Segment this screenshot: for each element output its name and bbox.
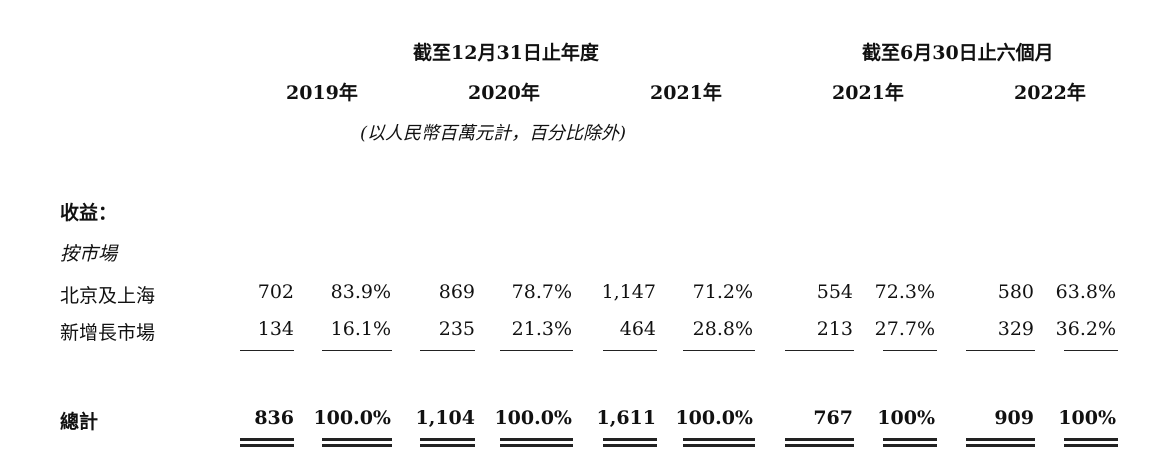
underline — [883, 350, 937, 351]
total-percent: 100.0% — [675, 407, 753, 429]
cell-percent: 28.8% — [692, 318, 753, 340]
cell-percent: 83.9% — [330, 281, 391, 303]
underline — [420, 350, 475, 351]
underline — [1064, 350, 1118, 351]
cell-percent: 71.2% — [692, 281, 753, 303]
fy-group-header: 截至12月31日止年度 — [413, 42, 599, 64]
cell-value: 134 — [257, 318, 294, 340]
cell-percent: 63.8% — [1055, 281, 1116, 303]
cell-percent: 36.2% — [1055, 318, 1116, 340]
total-percent: 100% — [877, 407, 935, 429]
underline — [785, 350, 854, 351]
double-underline — [500, 438, 573, 447]
underline — [966, 350, 1035, 351]
underline — [683, 350, 755, 351]
double-underline — [683, 438, 755, 447]
double-underline — [966, 438, 1035, 447]
section-subtitle: 按市場 — [60, 243, 118, 265]
double-underline — [785, 438, 854, 447]
cell-percent: 16.1% — [330, 318, 391, 340]
section-title: 收益： — [60, 202, 118, 224]
cell-value: 580 — [997, 281, 1034, 303]
total-value: 836 — [254, 407, 294, 429]
cell-value: 702 — [257, 281, 294, 303]
underline — [500, 350, 573, 351]
year-header-2020: 2020年 — [468, 82, 540, 104]
underline — [603, 350, 657, 351]
cell-percent: 78.7% — [511, 281, 572, 303]
cell-value: 1,147 — [601, 281, 656, 303]
year-header-2021-h1: 2021年 — [832, 82, 904, 104]
double-underline — [603, 438, 657, 447]
double-underline — [1064, 438, 1118, 447]
total-label: 總計 — [60, 411, 99, 433]
row-label: 北京及上海 — [60, 285, 156, 307]
cell-value: 235 — [438, 318, 475, 340]
cell-percent: 27.7% — [874, 318, 935, 340]
total-percent: 100.0% — [494, 407, 572, 429]
double-underline — [322, 438, 392, 447]
total-percent: 100.0% — [313, 407, 391, 429]
year-header-2022-h1: 2022年 — [1014, 82, 1086, 104]
total-value: 767 — [813, 407, 853, 429]
row-label: 新增長市場 — [60, 322, 156, 344]
h1-group-header: 截至6月30日止六個月 — [862, 42, 1054, 64]
cell-percent: 21.3% — [511, 318, 572, 340]
double-underline — [883, 438, 937, 447]
year-header-2019: 2019年 — [286, 82, 358, 104]
unit-note: (以人民幣百萬元計，百分比除外) — [360, 123, 627, 144]
total-value: 1,611 — [596, 407, 657, 429]
double-underline — [240, 438, 294, 447]
year-header-2021: 2021年 — [650, 82, 722, 104]
cell-value: 869 — [438, 281, 475, 303]
cell-value: 213 — [816, 318, 853, 340]
cell-value: 329 — [997, 318, 1034, 340]
cell-percent: 72.3% — [874, 281, 935, 303]
total-value: 1,104 — [415, 407, 476, 429]
cell-value: 464 — [619, 318, 656, 340]
underline — [240, 350, 294, 351]
total-percent: 100% — [1058, 407, 1116, 429]
double-underline — [420, 438, 475, 447]
total-value: 909 — [994, 407, 1034, 429]
underline — [322, 350, 392, 351]
cell-value: 554 — [816, 281, 853, 303]
